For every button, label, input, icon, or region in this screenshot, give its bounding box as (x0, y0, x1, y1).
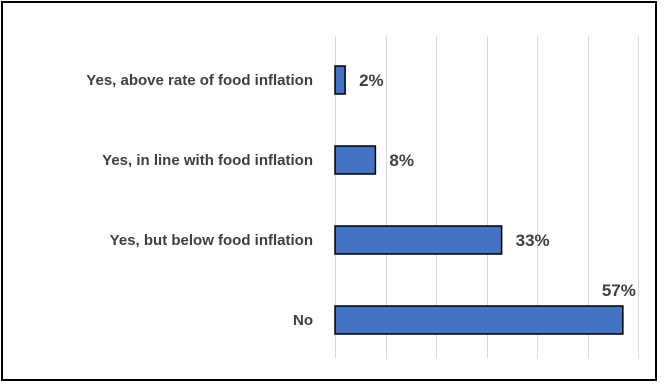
bar-1 (334, 145, 377, 175)
bars (334, 65, 624, 335)
category-label-0: Yes, above rate of food inflation (86, 72, 313, 89)
category-label-2: Yes, but below food inflation (110, 232, 313, 249)
value-label-2: 33% (516, 231, 550, 250)
bar-2 (334, 225, 503, 255)
value-label-1: 8% (389, 151, 414, 170)
value-label-3: 57% (602, 281, 636, 300)
bar-0 (334, 65, 346, 95)
value-label-0: 2% (359, 71, 384, 90)
labels: Yes, above rate of food inflation 2% Yes, … (86, 71, 636, 329)
category-label-3: No (293, 312, 313, 329)
bar-3 (334, 305, 624, 335)
category-label-1: Yes, in line with food inflation (102, 152, 313, 169)
